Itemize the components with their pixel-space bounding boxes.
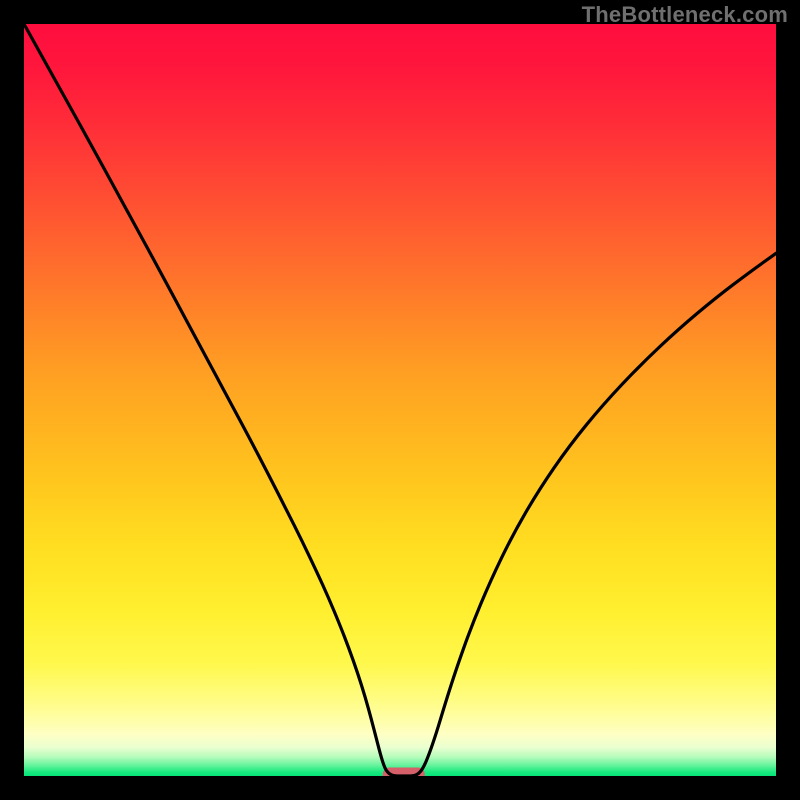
gradient-background xyxy=(24,24,776,776)
chart-svg xyxy=(24,24,776,776)
watermark-text: TheBottleneck.com xyxy=(582,2,788,28)
plot-area xyxy=(24,24,776,776)
chart-frame: TheBottleneck.com xyxy=(0,0,800,800)
